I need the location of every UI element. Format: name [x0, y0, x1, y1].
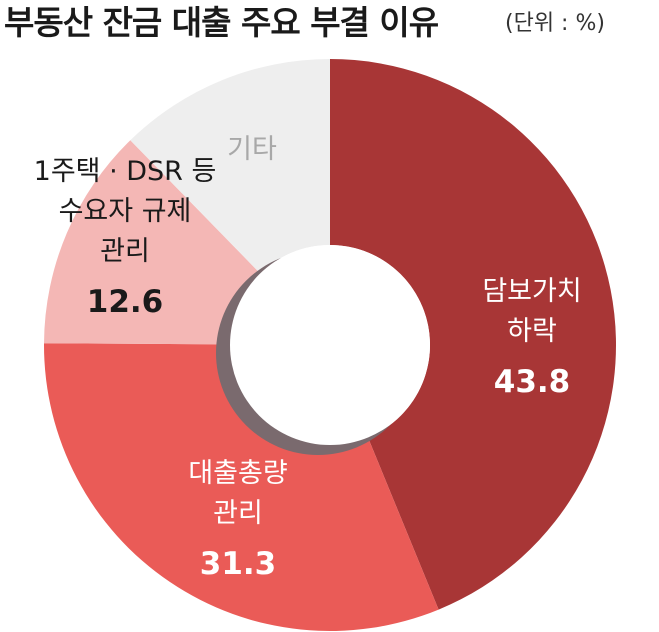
- slice-label-3-line-3: 관리: [100, 236, 150, 267]
- donut-slice-4: [130, 59, 330, 274]
- chart-title: 부동산 잔금 대출 주요 부결 이유: [4, 3, 439, 42]
- slice-value-3: 12.6: [87, 284, 164, 320]
- slice-label-3-line-1: 1주택 · DSR 등: [34, 156, 217, 187]
- slice-value-2: 31.3: [200, 546, 277, 582]
- donut-hole: [230, 245, 430, 445]
- unit-label: (단위 : %): [505, 11, 605, 36]
- slice-label-2-line-2: 관리: [213, 498, 263, 529]
- donut-slice-3: [44, 140, 261, 345]
- slice-label-2-line-1: 대출총량: [188, 458, 287, 489]
- slice-label-3-line-2: 수요자 규제: [59, 196, 192, 227]
- slice-label-1-line-2: 하락: [507, 316, 557, 347]
- donut-slice-2: [44, 343, 439, 632]
- slice-label-group-4: 기타: [227, 134, 277, 165]
- slice-label-4-line-1: 기타: [227, 134, 277, 165]
- slice-label-1-line-1: 담보가치: [482, 276, 581, 307]
- slice-value-1: 43.8: [494, 364, 571, 400]
- donut-slice-1: [330, 59, 616, 610]
